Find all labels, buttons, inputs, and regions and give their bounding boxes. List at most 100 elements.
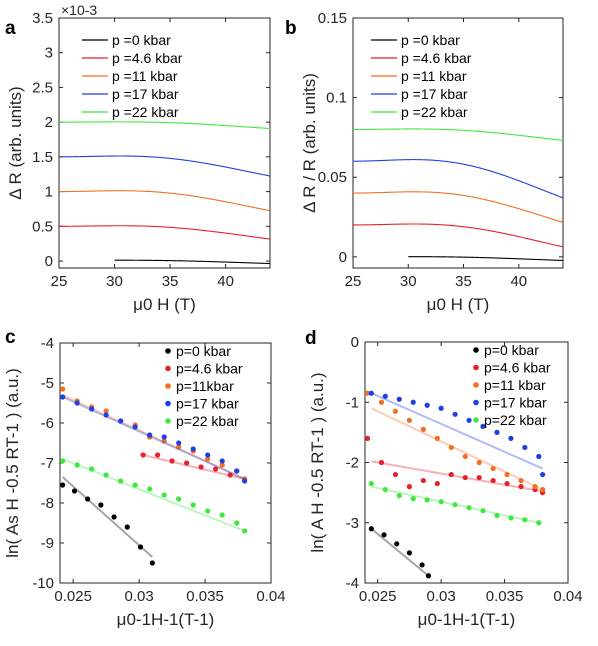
y-tick-label: -3 bbox=[346, 515, 359, 532]
data-point bbox=[434, 435, 440, 441]
y-tick-label: 0.05 bbox=[318, 169, 347, 186]
y-tick-label: 0.1 bbox=[326, 90, 347, 107]
y-tick-label: 0 bbox=[339, 249, 347, 266]
data-point bbox=[365, 390, 371, 396]
y-tick-label: 0.5 bbox=[32, 218, 53, 235]
y-tick-label: -9 bbox=[41, 535, 54, 552]
data-point bbox=[462, 453, 468, 460]
panel-letter: d bbox=[305, 328, 317, 349]
x-tick-label: 30 bbox=[400, 273, 417, 290]
legend-label: p =22 kbar bbox=[401, 104, 468, 120]
fit-line-3 bbox=[370, 392, 544, 470]
legend-label: p=4.6 kbar bbox=[484, 360, 551, 376]
data-point bbox=[227, 472, 233, 478]
panel-c: c 0.025 0.03 0.035 0.04 -10 -9 -8 -7 -6 -5 -4 μ0-1H-… bbox=[3, 327, 286, 629]
data-point bbox=[504, 480, 510, 487]
data-point bbox=[540, 471, 546, 478]
data-point bbox=[522, 444, 528, 451]
data-point bbox=[198, 464, 204, 470]
data-point bbox=[234, 468, 240, 474]
legend-swatch bbox=[165, 418, 171, 424]
data-point bbox=[190, 446, 196, 452]
legend-swatch bbox=[473, 382, 479, 388]
data-point bbox=[140, 452, 146, 458]
legend-label: p =4.6 kbar bbox=[401, 50, 472, 66]
data-point bbox=[98, 502, 104, 508]
data-point bbox=[149, 560, 155, 566]
data-point bbox=[494, 512, 500, 519]
axes-frame bbox=[59, 342, 272, 584]
x-tick-label: 0.03 bbox=[125, 588, 154, 605]
data-point bbox=[132, 424, 138, 430]
data-point bbox=[420, 426, 426, 432]
fit-line-1 bbox=[371, 460, 543, 493]
data-point bbox=[219, 462, 225, 468]
data-point bbox=[536, 520, 542, 526]
data-point bbox=[434, 480, 440, 487]
data-point bbox=[532, 484, 538, 490]
y-axis-label: ln( As H -0.5 RT-1 ) (a.u.) bbox=[3, 368, 22, 558]
y-tick-label: -6 bbox=[41, 415, 54, 432]
data-point bbox=[425, 573, 432, 579]
data-point bbox=[234, 520, 240, 526]
legend-swatch bbox=[473, 347, 479, 353]
y-tick-label: -4 bbox=[346, 575, 359, 592]
data-point bbox=[74, 462, 80, 468]
data-point bbox=[71, 488, 78, 494]
data-point bbox=[406, 417, 413, 423]
data-point bbox=[508, 435, 514, 441]
x-axis-label: μ0-1H-1(T-1) bbox=[117, 610, 215, 629]
series-line-2 bbox=[59, 190, 270, 212]
legend-label: p =11 kbar bbox=[112, 68, 178, 84]
data-point bbox=[378, 399, 385, 405]
x-tick-label: 0.035 bbox=[486, 588, 524, 605]
x-axis-label: μ0-1H-1(T-1) bbox=[418, 610, 516, 629]
data-point bbox=[394, 541, 400, 547]
x-tick-label: 25 bbox=[51, 273, 68, 290]
x-tick-label: 35 bbox=[162, 273, 179, 290]
series-line-3 bbox=[353, 159, 563, 199]
data-point bbox=[368, 390, 374, 396]
legend-label: p =0 kbar bbox=[401, 32, 460, 48]
data-point bbox=[190, 502, 196, 508]
data-point bbox=[476, 474, 482, 481]
y-axis-label: Δ R / R (arb. units) bbox=[300, 73, 319, 213]
data-point bbox=[406, 550, 413, 556]
data-point bbox=[132, 482, 138, 488]
legend-label: p=17 kbar bbox=[176, 396, 239, 412]
data-point bbox=[60, 394, 66, 400]
data-point bbox=[480, 508, 486, 514]
legend-swatch bbox=[165, 348, 171, 354]
y-tick-label: 3.5 bbox=[32, 10, 53, 27]
plot-area bbox=[353, 128, 563, 262]
y-tick-label: -7 bbox=[41, 455, 54, 472]
data-point bbox=[219, 512, 225, 518]
legend-label: p=17 kbar bbox=[484, 395, 547, 411]
legend-label: p =4.6 kbar bbox=[112, 50, 183, 66]
data-point bbox=[466, 505, 472, 511]
legend-label: p =0 kbar bbox=[112, 32, 171, 48]
data-point bbox=[89, 466, 95, 472]
y-tick-label: -4 bbox=[41, 335, 54, 352]
fit-line-0 bbox=[61, 476, 153, 558]
x-tick-label: 40 bbox=[510, 273, 527, 290]
data-point bbox=[118, 478, 124, 484]
legend-label: p =17 kbar bbox=[112, 86, 179, 102]
data-point bbox=[494, 429, 500, 435]
y-tick-label: 1.5 bbox=[32, 149, 53, 166]
data-point bbox=[410, 399, 416, 405]
x-tick-label: 25 bbox=[345, 273, 362, 290]
axes-frame bbox=[352, 17, 564, 269]
data-point bbox=[184, 460, 190, 466]
y-tick-label: -5 bbox=[41, 375, 54, 392]
data-point bbox=[60, 386, 66, 392]
data-point bbox=[205, 508, 211, 514]
data-point bbox=[147, 486, 153, 492]
data-point bbox=[85, 496, 91, 502]
legend-label: p =11 kbar bbox=[401, 68, 467, 84]
data-point bbox=[452, 411, 458, 417]
panel-b: b 25 30 35 40 0 0.05 0.1 0.15 μ0 H (T) Δ R / R (ar… bbox=[285, 10, 564, 314]
y-tick-label: 2 bbox=[45, 114, 53, 131]
legend-label: p=11 kbar bbox=[484, 377, 546, 393]
data-point bbox=[392, 408, 399, 414]
